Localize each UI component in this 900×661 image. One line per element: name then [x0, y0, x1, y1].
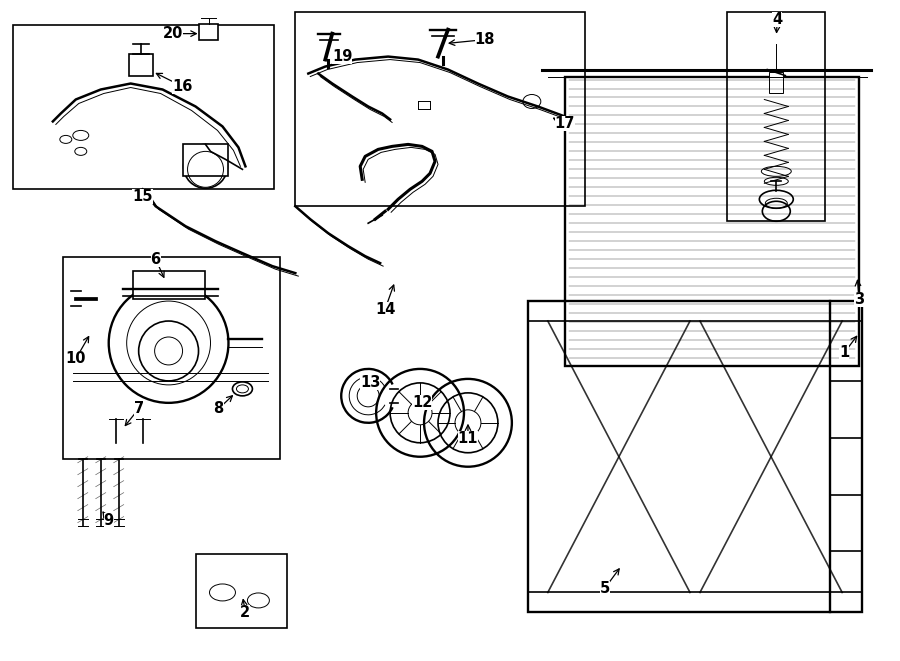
Text: 8: 8 [213, 401, 223, 416]
Bar [199, 24, 219, 40]
Text: 17: 17 [554, 116, 575, 131]
Text: 4: 4 [772, 12, 782, 27]
Bar [13, 24, 274, 189]
Text: 7: 7 [133, 401, 144, 416]
Text: 15: 15 [132, 189, 153, 204]
Text: 20: 20 [162, 26, 183, 41]
Bar [63, 257, 281, 459]
Text: 14: 14 [375, 301, 395, 317]
Bar [565, 77, 860, 366]
Text: 19: 19 [332, 49, 353, 64]
Bar [195, 553, 287, 629]
Bar [770, 71, 783, 93]
Text: 5: 5 [599, 581, 610, 596]
Text: 16: 16 [173, 79, 193, 94]
Text: 13: 13 [360, 375, 381, 391]
Bar [527, 301, 862, 612]
Text: 2: 2 [240, 605, 250, 620]
Text: 6: 6 [150, 252, 161, 266]
Bar [295, 12, 585, 206]
Bar [183, 144, 229, 176]
Bar [727, 12, 825, 221]
Text: 11: 11 [458, 431, 478, 446]
Text: 9: 9 [104, 513, 113, 528]
Text: 1: 1 [839, 346, 850, 360]
Text: 12: 12 [412, 395, 432, 410]
Text: 3: 3 [854, 292, 864, 307]
Text: 18: 18 [474, 32, 495, 47]
Text: 10: 10 [66, 352, 86, 366]
Bar [129, 54, 153, 75]
Bar [132, 271, 204, 299]
